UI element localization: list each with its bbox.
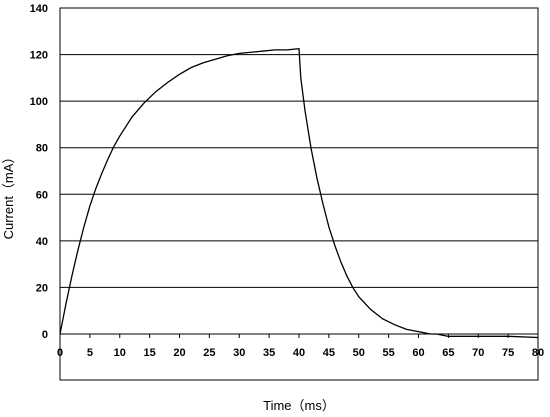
y-axis-ticks: 0 20 40 60 80 100 120 140 — [30, 3, 48, 341]
x-tick-label: 45 — [323, 347, 335, 359]
y-tick-label: 100 — [30, 96, 48, 108]
x-tick-label: 50 — [353, 347, 365, 359]
x-tick-label: 65 — [442, 347, 454, 359]
x-tick-label: 40 — [293, 347, 305, 359]
x-tick-label: 5 — [87, 347, 93, 359]
y-tick-label: 140 — [30, 3, 48, 15]
gridlines — [60, 54, 538, 335]
y-tick-label: 0 — [42, 329, 48, 341]
x-tick-label: 25 — [203, 347, 215, 359]
x-tick-label: 60 — [412, 347, 424, 359]
x-tick-label: 0 — [57, 347, 63, 359]
x-tick-label: 35 — [263, 347, 275, 359]
x-tick-label: 15 — [144, 347, 156, 359]
x-tick-label: 75 — [502, 347, 514, 359]
y-tick-label: 120 — [30, 50, 48, 62]
current-series-line — [59, 48, 539, 339]
x-tick-label: 30 — [233, 347, 245, 359]
x-tick-label: 55 — [383, 347, 395, 359]
y-tick-label: 60 — [36, 189, 48, 201]
x-tick-label: 80 — [532, 347, 544, 359]
x-tick-label: 70 — [472, 347, 484, 359]
x-axis-label: Time（ms） — [263, 398, 335, 413]
x-tick-label: 10 — [114, 347, 126, 359]
y-axis-label: Current（mA） — [1, 151, 16, 240]
y-tick-label: 40 — [36, 236, 48, 248]
y-tick-label: 80 — [36, 143, 48, 155]
x-tick-label: 20 — [173, 347, 185, 359]
y-tick-label: 20 — [36, 282, 48, 294]
plot-area — [59, 7, 539, 381]
x-axis-ticks: 0 5 10 15 20 25 30 35 40 45 50 55 60 65 70 75 80 — [57, 334, 544, 359]
